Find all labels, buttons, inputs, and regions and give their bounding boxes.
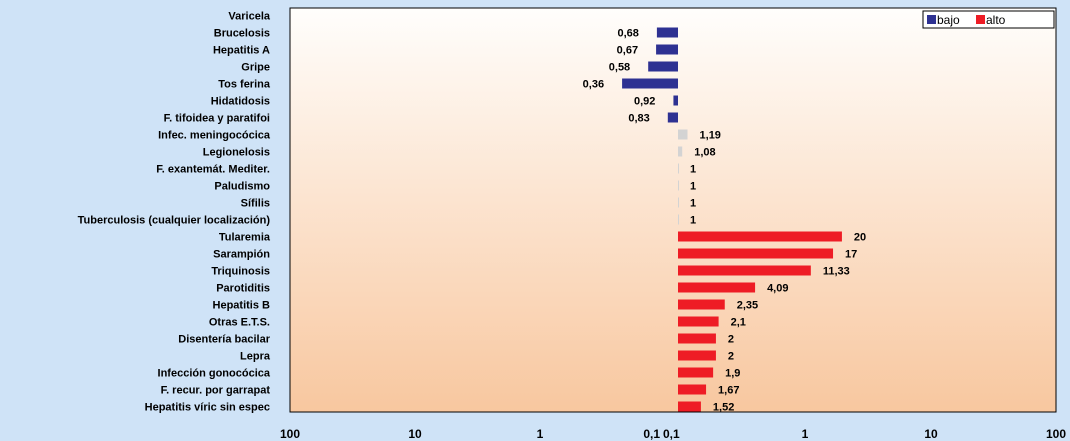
category-label: Sífilis — [241, 198, 270, 210]
bar-alto — [678, 299, 725, 310]
category-label: Infección gonocócica — [158, 368, 271, 380]
category-label: Sarampión — [213, 249, 270, 261]
category-label: Brucelosis — [214, 28, 270, 40]
tick-label-left: 0,1 — [643, 427, 660, 441]
bar-alto — [678, 333, 716, 344]
tick-label-right: 100 — [1046, 427, 1066, 441]
value-labels: 0,68 0,67 0,58 0,36 0,92 0,83 1,19 1,08 1 1 1 1 20 17… — [583, 28, 867, 414]
value-label: 11,33 — [823, 266, 850, 278]
tick-label-right: 0,1 — [663, 427, 680, 441]
bar-alto — [678, 248, 834, 259]
value-label: 2 — [728, 351, 734, 363]
bar-alto — [678, 282, 756, 293]
value-label: 1,67 — [718, 385, 739, 397]
bar-neutro — [678, 146, 683, 157]
bar-neutro — [678, 197, 679, 208]
bar-neutro — [678, 129, 688, 140]
legend-swatch-alto — [976, 15, 985, 24]
value-label: 0,36 — [583, 79, 604, 91]
value-label: 2 — [728, 334, 734, 346]
value-label: 0,83 — [628, 113, 649, 125]
category-label: Lepra — [240, 351, 271, 363]
value-label: 2,35 — [737, 300, 758, 312]
category-label: F. tifoidea y paratifoi — [164, 113, 270, 125]
category-label: Paludismo — [214, 181, 270, 193]
plot-area — [289, 7, 1057, 413]
legend-box — [922, 10, 1055, 29]
value-label: 0,68 — [617, 28, 638, 40]
bar-bajo — [622, 78, 678, 89]
value-label: 2,1 — [731, 317, 746, 329]
tick-label-right: 1 — [802, 427, 809, 441]
bars — [622, 27, 842, 412]
value-label: 1 — [690, 215, 696, 227]
category-label: F. recur. por garrapat — [161, 385, 271, 397]
legend-swatch-bajo — [927, 15, 936, 24]
category-label: Hidatidosis — [211, 96, 270, 108]
bar-alto — [678, 350, 716, 361]
value-label: 1,19 — [700, 130, 721, 142]
bar-bajo — [656, 27, 678, 38]
value-label: 20 — [854, 232, 866, 244]
bar-alto — [678, 367, 714, 378]
category-label: Hepatitis B — [213, 300, 271, 312]
value-label: 1,9 — [725, 368, 740, 380]
value-label: 4,09 — [767, 283, 788, 295]
category-label: Otras E.T.S. — [209, 317, 270, 329]
category-label: Tularemia — [219, 232, 271, 244]
value-label: 1,52 — [713, 402, 734, 414]
category-label: Triquinosis — [211, 266, 270, 278]
category-label: Tos ferina — [218, 79, 271, 91]
tick-label-left: 10 — [408, 427, 422, 441]
value-label: 17 — [845, 249, 857, 261]
bar-bajo — [673, 95, 678, 106]
bar-neutro — [678, 214, 679, 225]
category-label: Disentería bacilar — [178, 334, 270, 346]
category-label: Parotiditis — [216, 283, 270, 295]
tick-label-left: 1 — [537, 427, 544, 441]
legend-label-alto: alto — [986, 13, 1006, 27]
value-label: 0,92 — [634, 96, 655, 108]
category-label: Gripe — [241, 62, 270, 74]
tick-label-left: 100 — [280, 427, 300, 441]
tick-labels: 100 10 1 0,1 0,1 1 10 100 — [280, 427, 1066, 441]
bar-alto — [678, 265, 811, 276]
legend-label-bajo: bajo — [937, 13, 960, 27]
category-labels: Varicela Brucelosis Hepatitis A Gripe Tos fe… — [78, 11, 271, 414]
bar-neutro — [678, 163, 679, 174]
category-label: Infec. meningocócica — [158, 130, 271, 142]
bar-bajo — [667, 112, 678, 123]
legend: bajo alto — [922, 10, 1055, 29]
bar-bajo — [648, 61, 678, 72]
category-label: Varicela — [228, 11, 270, 23]
value-label: 1 — [690, 181, 696, 193]
bar-bajo — [656, 44, 678, 55]
value-label: 0,58 — [609, 62, 630, 74]
bar-alto — [678, 384, 707, 395]
category-label: Legionelosis — [203, 147, 270, 159]
category-label: F. exantemát. Mediter. — [156, 164, 270, 176]
bar-alto — [678, 401, 701, 412]
bar-alto — [678, 316, 719, 327]
category-label: Hepatitis A — [213, 45, 270, 57]
value-label: 0,67 — [617, 45, 638, 57]
category-label: Tuberculosis (cualquier localización) — [78, 215, 271, 227]
value-label: 1,08 — [694, 147, 715, 159]
value-label: 1 — [690, 198, 696, 210]
bar-alto — [678, 231, 842, 242]
value-label: 1 — [690, 164, 696, 176]
tick-label-right: 10 — [924, 427, 938, 441]
bar-neutro — [678, 180, 679, 191]
category-label: Hepatitis víric sin espec — [145, 402, 270, 414]
